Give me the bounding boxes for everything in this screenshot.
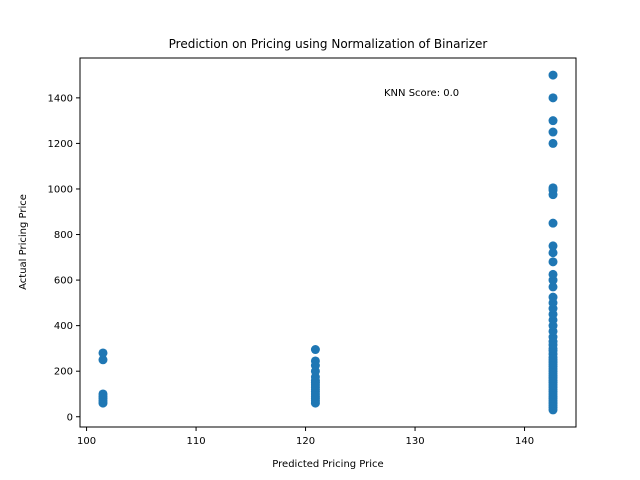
data-point bbox=[548, 257, 558, 267]
data-point bbox=[98, 355, 108, 365]
data-point bbox=[548, 248, 558, 258]
x-tick-label: 100 bbox=[77, 436, 96, 447]
y-tick-label: 1400 bbox=[48, 93, 73, 104]
data-point bbox=[548, 269, 558, 279]
data-point bbox=[98, 348, 108, 358]
points-layer bbox=[98, 70, 558, 415]
y-tick-label: 800 bbox=[54, 230, 73, 241]
x-tick-label: 120 bbox=[296, 436, 315, 447]
y-tick-label: 1000 bbox=[48, 184, 73, 195]
data-point bbox=[548, 116, 558, 126]
x-axis-label: Predicted Pricing Price bbox=[272, 459, 383, 470]
data-point bbox=[548, 282, 558, 292]
x-tick-label: 130 bbox=[405, 436, 424, 447]
x-tick-label: 140 bbox=[515, 436, 534, 447]
chart-title: Prediction on Pricing using Normalizatio… bbox=[169, 37, 488, 51]
data-point bbox=[548, 183, 558, 193]
data-point bbox=[548, 218, 558, 228]
data-point bbox=[548, 93, 558, 103]
data-point bbox=[548, 70, 558, 80]
data-point bbox=[98, 389, 108, 399]
knn-score-annotation: KNN Score: 0.0 bbox=[384, 88, 459, 99]
y-axis-label: Actual Pricing Price bbox=[18, 194, 29, 290]
y-tick-label: 400 bbox=[54, 321, 73, 332]
data-point bbox=[310, 356, 320, 366]
data-point bbox=[310, 345, 320, 355]
data-point bbox=[548, 138, 558, 148]
data-point bbox=[548, 241, 558, 251]
y-tick-label: 1200 bbox=[48, 139, 73, 150]
y-tick-label: 0 bbox=[67, 412, 73, 423]
data-point bbox=[548, 292, 558, 302]
plot-frame bbox=[79, 57, 577, 428]
data-point bbox=[548, 127, 558, 137]
y-tick-label: 600 bbox=[54, 276, 73, 287]
x-tick-label: 110 bbox=[187, 436, 206, 447]
y-tick-label: 200 bbox=[54, 367, 73, 378]
